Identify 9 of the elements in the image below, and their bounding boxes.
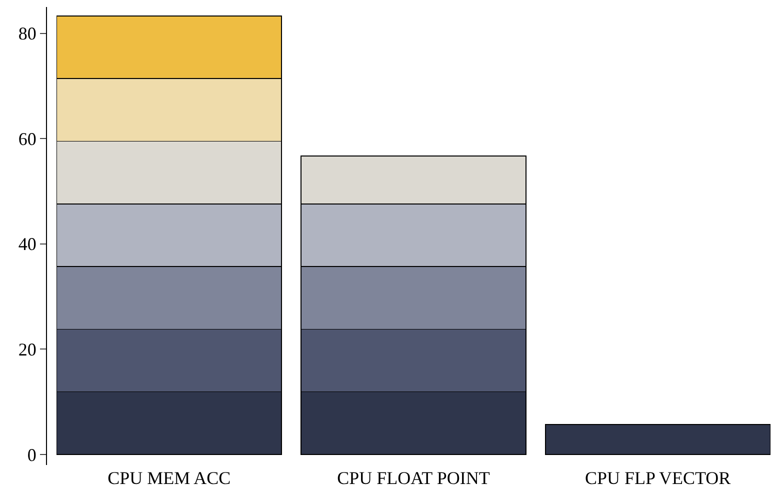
- y-tick-label: 80: [18, 24, 36, 44]
- x-tick-label: CPU FLP VECTOR: [584, 468, 731, 488]
- y-tick-label: 60: [18, 128, 36, 149]
- x-tick-label: CPU MEM ACC: [108, 468, 231, 488]
- x-tick-label: CPU FLOAT POINT: [337, 468, 490, 488]
- y-tick-label: 20: [18, 339, 36, 360]
- bar: [545, 424, 771, 455]
- y-tick-label: 0: [27, 444, 36, 465]
- y-tick-label: 40: [18, 234, 36, 254]
